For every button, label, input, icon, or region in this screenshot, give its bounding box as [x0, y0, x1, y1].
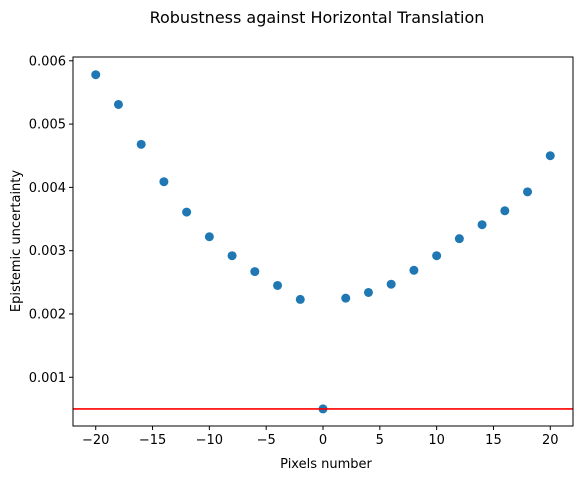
y-tick-label: 0.003 [29, 244, 66, 259]
data-point [432, 251, 442, 261]
x-tick-label: −20 [82, 433, 109, 448]
data-point [273, 280, 283, 290]
x-tick-label: −5 [257, 433, 276, 448]
x-tick-label: 5 [376, 433, 384, 448]
plot-area [73, 70, 573, 414]
data-point [182, 207, 192, 217]
plot-frame [72, 56, 574, 427]
y-tick-label: 0.006 [29, 54, 66, 69]
x-axis: −20 −15 −10 −5 0 5 10 15 20 [82, 426, 559, 448]
y-axis: 0.001 0.002 0.003 0.004 0.005 0.006 [29, 54, 73, 386]
data-point [477, 220, 487, 230]
y-tick-label: 0.005 [29, 118, 66, 133]
data-point [250, 267, 260, 277]
x-tick-label: 10 [428, 433, 445, 448]
data-point [386, 279, 396, 289]
data-point [113, 99, 123, 109]
chart-title: Robustness against Horizontal Translatio… [150, 8, 485, 27]
data-point [159, 177, 169, 187]
x-tick-label: 20 [542, 433, 559, 448]
data-point [454, 234, 464, 244]
data-point [523, 187, 533, 197]
y-tick-label: 0.001 [29, 371, 66, 386]
y-axis-label: Epistemic uncertainty [9, 170, 24, 312]
x-tick-label: −10 [196, 433, 223, 448]
y-tick-label: 0.002 [29, 307, 66, 322]
data-point [341, 293, 351, 303]
data-point [409, 265, 419, 275]
x-tick-label: 15 [485, 433, 502, 448]
data-point [545, 151, 555, 161]
data-point [500, 206, 510, 216]
x-tick-label: 0 [319, 433, 327, 448]
data-point [91, 70, 101, 80]
data-point [227, 251, 237, 261]
data-point [295, 294, 305, 304]
data-point [136, 139, 146, 149]
data-point [363, 287, 373, 297]
data-point [204, 232, 214, 242]
x-tick-label: −15 [139, 433, 166, 448]
x-axis-label: Pixels number [280, 457, 372, 472]
y-tick-label: 0.004 [29, 181, 66, 196]
